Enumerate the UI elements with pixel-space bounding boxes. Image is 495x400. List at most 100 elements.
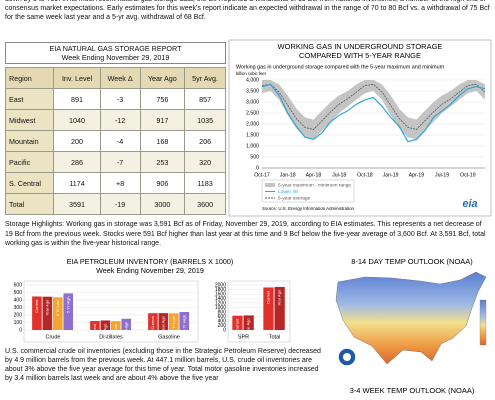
y-tick-label: 300 [14,305,23,311]
outlook-title: 8-14 DAY TEMP OUTLOOK (NOAA) [351,257,473,266]
table-cell: -19 [99,193,141,215]
bar [274,286,285,330]
legend-label: Lower 48 [278,189,298,195]
y-tick-label: 800 [218,309,227,315]
bar-label: Current [235,318,240,332]
bar-label: Year Ago [246,318,251,335]
y-axis-label: billion cubic feet [236,71,267,76]
y-tick-label: 1,000 [246,143,259,149]
intro-text: down by 3 to 799. In its most recent nat… [5,0,490,22]
chart-subtitle: COMPARED WITH 5-YEAR RANGE [299,51,421,60]
plot-frame [23,280,199,343]
y-tick-label: 400 [14,297,23,303]
bar-label: Year Ago [102,323,107,340]
bar [100,320,111,330]
petroleum-text: U.S. commercial crude oil inventories (e… [5,348,321,382]
eia-logo: eia [462,198,477,210]
table-cell: 3600 [184,193,226,215]
chart-description: Working gas in underground storage compa… [236,64,445,70]
table-cell: 253 [139,151,186,173]
noaa-logo-inner [343,353,351,361]
table-cell: 206 [184,130,226,152]
bar [263,287,274,330]
y-tick-label: 1600 [215,291,226,297]
series-line [261,83,486,143]
bar-label: 5 Yr High [123,322,128,339]
bar-label: Year Ago [160,315,165,332]
table-subtitle: Week Ending November 29, 2019 [61,53,170,62]
y-tick-label: 500 [14,290,23,296]
table-cell: S. Central [4,172,55,194]
y-tick-label: 0 [19,327,22,333]
storage-table-panel: EIA NATURAL GAS STORAGE REPORT Week Endi… [4,42,226,215]
plot-frame [227,280,291,343]
bar-label: Current [34,299,39,313]
y-tick-label: 2000 [215,282,226,288]
legend-box [261,179,355,203]
table-cell: Inv. Level [53,67,101,89]
y-tick-label: 600 [218,314,227,320]
table-cell: 3000 [139,193,186,215]
bar [111,321,121,330]
y-tick-label: 2,500 [246,110,259,116]
x-tick-label: SPR [238,334,249,340]
y-tick-label: 1000 [215,305,226,311]
table-row: Total 3591 -19 3000 3600 [4,193,226,215]
bar [243,315,254,330]
legend-label: 5-year average [278,195,311,201]
x-tick-label: Oct-19 [460,172,476,178]
y-tick-label: 200 [14,312,23,318]
y-tick-label: 100 [14,320,23,326]
y-tick-label: 3,000 [246,99,259,105]
bar [169,313,179,330]
bar [232,315,243,330]
bar-label: Year Ago [277,289,282,306]
bar-label: 5 Yr High [65,296,70,313]
table-cell: 3591 [53,193,101,215]
y-tick-label: 2,000 [246,121,259,127]
table-title-box: EIA NATURAL GAS STORAGE REPORT Week Endi… [5,42,226,64]
chart-subtitle: Week Ending November 29, 2019 [96,266,204,275]
y-tick-label: 1400 [215,296,226,302]
bar [179,312,190,330]
x-tick-label: Apr-19 [409,172,425,178]
bar [158,313,169,330]
table-row: Mountain 200 -4 168 206 [4,130,226,152]
y-tick-label: 3,500 [246,88,259,94]
table-cell: Midwest [4,109,55,131]
table-row: Pacific 286 -7 253 320 [4,151,226,173]
x-tick-label: Gasoline [158,334,180,340]
table-row: S. Central 1174 +8 906 1183 [4,172,226,194]
bar [42,296,53,330]
storage-table: Region Inv. Level Week Δ Year Ago 5yr Avg. Ea… [4,67,226,215]
table-cell: 1040 [53,109,101,131]
chart-title: WORKING GAS IN UNDERGROUND STORAGE [278,42,443,51]
bar-label: 5 Yr Low [55,300,60,316]
table-row: Region Inv. Level Week Δ Year Ago 5yr Avg. [4,67,226,89]
series-line [261,83,486,130]
bar-label: Current [266,290,271,304]
chart-title: EIA PETROLEUM INVENTORY (BARRELS X 1000) [67,257,234,266]
bar-label: 5 Yr Low [113,324,118,340]
y-tick-label: 1200 [215,300,226,306]
bar [121,318,132,330]
table-cell: 1035 [184,109,226,131]
y-tick-label: 600 [14,282,23,288]
outlook-title: 3-4 WEEK TEMP OUTLOOK (NOAA) [350,386,475,395]
bar [63,293,74,330]
table-cell: 917 [139,109,186,131]
bar-label: 5 Yr High [181,315,186,332]
bar-label: Year Ago [44,299,49,316]
y-tick-label: 1,500 [246,132,259,138]
y-tick-label: 1800 [215,287,226,293]
x-tick-label: Jan-19 [383,172,399,178]
bar-label: Current [150,315,155,329]
bar [148,313,158,330]
table-cell: Mountain [4,130,55,152]
table-cell: Total [4,193,55,215]
table-cell: -7 [99,151,141,173]
y-tick-label: 500 [250,154,259,160]
x-tick-label: Total [269,334,281,340]
